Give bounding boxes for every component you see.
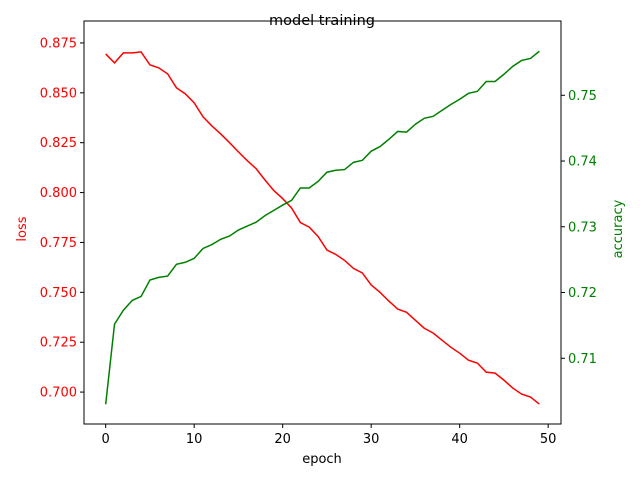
y-axis-label: loss <box>15 216 30 241</box>
x-tick-label: 30 <box>363 432 380 447</box>
y2-tick-label: 0.71 <box>568 352 597 367</box>
y2-tick-label: 0.75 <box>568 89 597 104</box>
y-tick-label: 0.800 <box>40 186 77 201</box>
y2-tick-label: 0.73 <box>568 220 597 235</box>
x-tick-label: 40 <box>451 432 468 447</box>
y-tick-label: 0.750 <box>40 286 77 301</box>
y-tick-label: 0.825 <box>40 136 77 151</box>
y2-tick-label: 0.72 <box>568 286 597 301</box>
y-tick-label: 0.850 <box>40 86 77 101</box>
y-tick-label: 0.775 <box>40 236 77 251</box>
x-axis-label: epoch <box>302 452 342 467</box>
y2-tick-label: 0.74 <box>568 155 597 170</box>
x-tick-label: 20 <box>274 432 291 447</box>
line-series <box>104 50 540 405</box>
plot-frame <box>83 20 562 425</box>
line-series <box>105 51 540 405</box>
x-tick-label: 50 <box>540 432 557 447</box>
y-tick-label: 0.700 <box>40 386 77 401</box>
x-tick-label: 10 <box>186 432 203 447</box>
y-tick-label: 0.875 <box>40 36 77 51</box>
y-tick-label: 0.725 <box>40 336 77 351</box>
x-tick-label: 0 <box>102 432 110 447</box>
y2-axis-label: accuracy <box>611 199 626 258</box>
